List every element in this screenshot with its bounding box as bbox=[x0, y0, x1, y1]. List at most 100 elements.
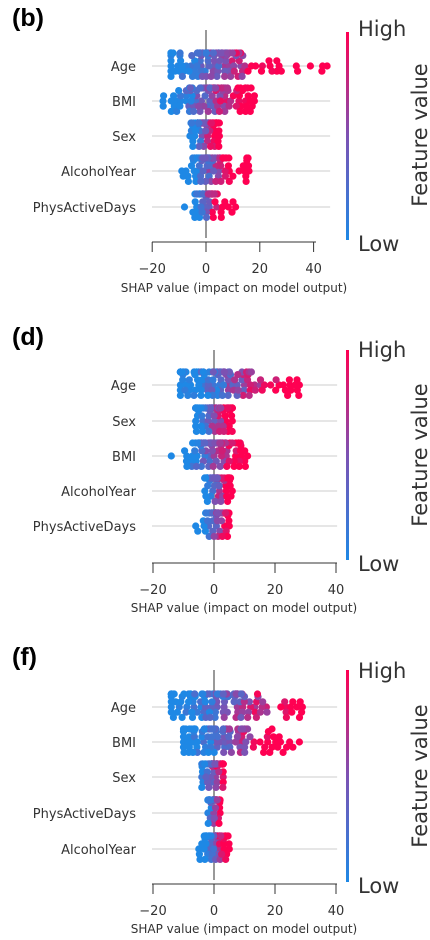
colorbar-title: Feature value bbox=[408, 704, 430, 847]
shap-point bbox=[227, 72, 235, 80]
shap-point bbox=[204, 748, 212, 757]
shap-point bbox=[221, 72, 229, 80]
shap-point bbox=[172, 698, 180, 706]
x-tick-label: 0 bbox=[202, 262, 210, 277]
shap-point bbox=[179, 743, 188, 751]
shap-point bbox=[208, 92, 216, 100]
shap-point bbox=[201, 703, 210, 711]
shap-point bbox=[167, 57, 175, 65]
shap-point bbox=[159, 97, 167, 105]
feature-label-bmi: BMI bbox=[112, 95, 136, 110]
shap-point bbox=[232, 102, 240, 110]
shap-point bbox=[217, 162, 225, 170]
shap-point bbox=[295, 391, 303, 399]
shap-point bbox=[179, 172, 187, 180]
shap-point bbox=[201, 698, 209, 706]
shap-point bbox=[282, 708, 290, 716]
shap-point bbox=[197, 177, 205, 185]
shap-point bbox=[229, 198, 237, 206]
shap-point bbox=[184, 738, 192, 746]
shap-point bbox=[220, 748, 228, 757]
shap-point bbox=[175, 87, 183, 95]
colorbar-title: Feature value bbox=[408, 383, 430, 526]
shap-point bbox=[218, 391, 226, 399]
shap-point bbox=[225, 840, 233, 848]
shap-point bbox=[192, 404, 200, 412]
shap-point bbox=[183, 462, 191, 470]
shap-point bbox=[219, 783, 227, 792]
colorbar-high-label: High bbox=[358, 17, 406, 41]
shap-point bbox=[295, 738, 303, 746]
shap-point bbox=[260, 748, 268, 757]
shap-point bbox=[230, 62, 238, 70]
shap-point bbox=[295, 713, 304, 722]
shap-point bbox=[213, 509, 221, 517]
shap-point bbox=[210, 845, 218, 853]
shap-point bbox=[167, 72, 175, 80]
shap-point bbox=[178, 72, 186, 80]
shap-point bbox=[198, 840, 206, 848]
shap-point bbox=[237, 690, 246, 698]
shap-point bbox=[207, 119, 216, 127]
colorbar-low-label: Low bbox=[358, 232, 399, 256]
shap-point bbox=[196, 84, 204, 92]
shap-point bbox=[277, 703, 285, 711]
shap-point bbox=[189, 439, 197, 447]
shap-point bbox=[201, 760, 209, 768]
shap-point bbox=[202, 127, 210, 135]
shap-point bbox=[256, 738, 264, 746]
shap-point bbox=[225, 177, 233, 185]
shap-point bbox=[215, 107, 223, 115]
shap-point bbox=[287, 386, 295, 394]
shap-point bbox=[182, 457, 191, 465]
shap-point bbox=[190, 107, 198, 115]
shap-point bbox=[210, 814, 218, 822]
shap-point bbox=[210, 154, 218, 162]
shap-point bbox=[205, 708, 214, 716]
shap-point bbox=[234, 371, 242, 379]
shap-point bbox=[212, 457, 220, 465]
shap-point bbox=[235, 457, 243, 465]
shap-point bbox=[306, 62, 314, 70]
shap-point bbox=[206, 84, 214, 92]
shap-point bbox=[258, 386, 266, 394]
shap-point bbox=[238, 725, 246, 733]
shap-point bbox=[289, 743, 297, 751]
shap-point bbox=[224, 162, 232, 170]
shap-point bbox=[220, 427, 228, 435]
shap-point bbox=[186, 84, 194, 92]
shap-point bbox=[253, 690, 262, 698]
shap-point bbox=[209, 462, 217, 470]
shap-point bbox=[288, 708, 296, 716]
shap-point bbox=[171, 67, 179, 75]
shap-point bbox=[207, 72, 215, 80]
x-tick-label: 40 bbox=[305, 262, 322, 277]
shap-point bbox=[191, 198, 199, 206]
x-tick-label: 40 bbox=[328, 904, 345, 919]
shap-point bbox=[208, 733, 216, 741]
shap-point bbox=[242, 177, 250, 185]
shap-point bbox=[230, 67, 238, 75]
shap-point bbox=[219, 778, 227, 786]
shap-point bbox=[176, 391, 184, 399]
shap-point bbox=[239, 391, 247, 399]
shap-point bbox=[224, 404, 232, 412]
colorbar bbox=[346, 32, 349, 240]
shap-point bbox=[195, 119, 203, 127]
shap-point bbox=[170, 690, 178, 698]
shap-point bbox=[189, 142, 197, 150]
shap-point bbox=[275, 733, 283, 741]
shap-point bbox=[216, 439, 224, 447]
shap-point bbox=[281, 698, 289, 706]
shap-point bbox=[235, 462, 243, 470]
shap-point bbox=[209, 725, 217, 733]
shap-point bbox=[211, 198, 219, 206]
shap-point bbox=[245, 391, 253, 399]
shap-point bbox=[220, 713, 228, 722]
shap-point bbox=[246, 107, 254, 115]
shap-point bbox=[259, 698, 267, 706]
beeswarm-points bbox=[167, 368, 303, 541]
shap-point bbox=[189, 748, 197, 757]
x-tick-label: 40 bbox=[328, 583, 345, 598]
colorbar bbox=[346, 670, 349, 882]
